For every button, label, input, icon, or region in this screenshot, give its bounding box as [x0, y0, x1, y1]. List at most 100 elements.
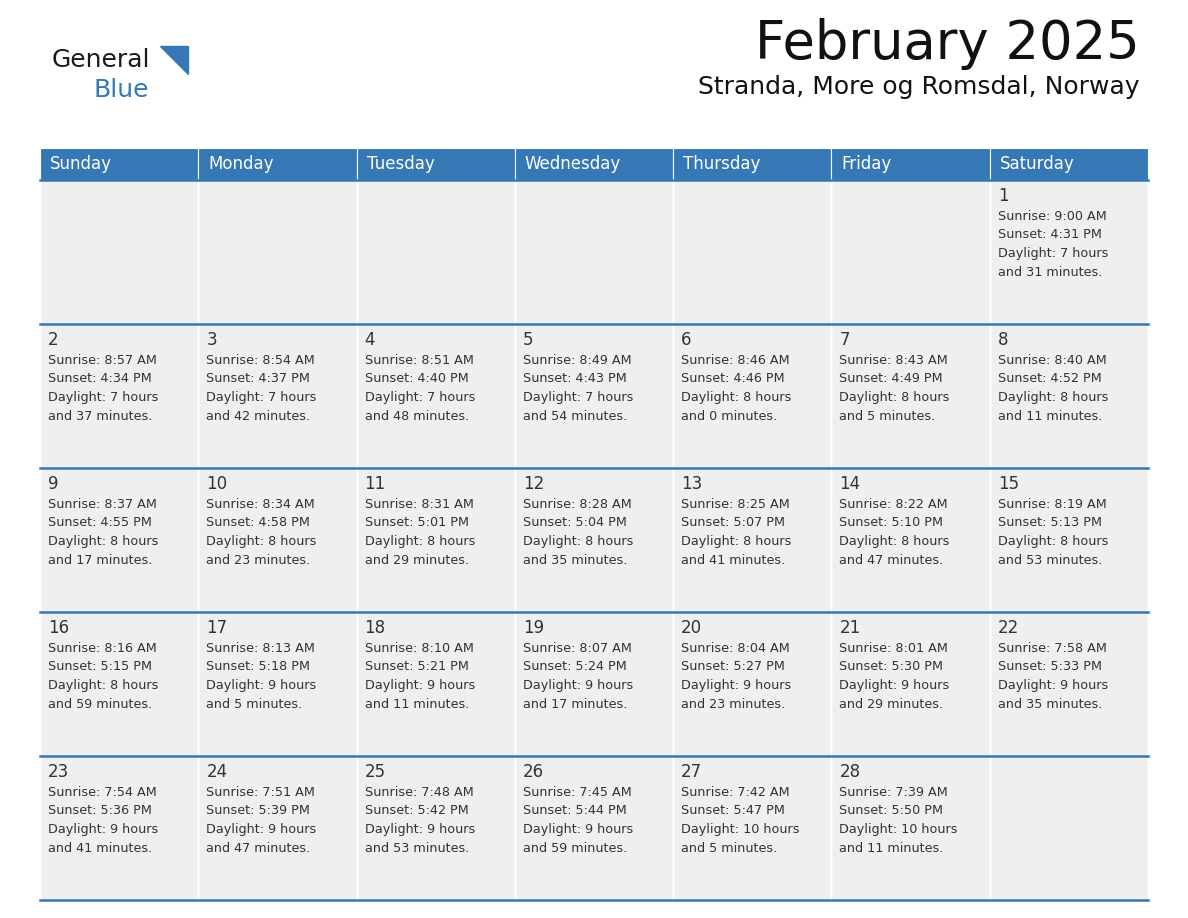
Bar — [514, 612, 674, 756]
Text: Sunrise: 8:28 AM
Sunset: 5:04 PM
Daylight: 8 hours
and 35 minutes.: Sunrise: 8:28 AM Sunset: 5:04 PM Dayligh… — [523, 498, 633, 566]
Text: Sunrise: 7:51 AM
Sunset: 5:39 PM
Daylight: 9 hours
and 47 minutes.: Sunrise: 7:51 AM Sunset: 5:39 PM Dayligh… — [207, 786, 316, 855]
Text: Saturday: Saturday — [1000, 155, 1074, 173]
Bar — [832, 468, 990, 612]
Text: Sunrise: 7:58 AM
Sunset: 5:33 PM
Daylight: 9 hours
and 35 minutes.: Sunrise: 7:58 AM Sunset: 5:33 PM Dayligh… — [998, 642, 1108, 711]
Text: Sunrise: 8:04 AM
Sunset: 5:27 PM
Daylight: 9 hours
and 23 minutes.: Sunrise: 8:04 AM Sunset: 5:27 PM Dayligh… — [681, 642, 791, 711]
Text: 26: 26 — [523, 763, 544, 781]
Bar — [832, 180, 990, 324]
Text: 17: 17 — [207, 619, 227, 637]
Bar — [832, 148, 990, 180]
Text: Sunrise: 7:48 AM
Sunset: 5:42 PM
Daylight: 9 hours
and 53 minutes.: Sunrise: 7:48 AM Sunset: 5:42 PM Dayligh… — [365, 786, 475, 855]
Bar — [674, 612, 832, 756]
Bar — [832, 324, 990, 468]
Text: Sunrise: 8:57 AM
Sunset: 4:34 PM
Daylight: 7 hours
and 37 minutes.: Sunrise: 8:57 AM Sunset: 4:34 PM Dayligh… — [48, 354, 158, 422]
Text: 4: 4 — [365, 331, 375, 349]
Bar — [990, 756, 1148, 900]
Text: General: General — [52, 48, 151, 72]
Text: Sunrise: 8:51 AM
Sunset: 4:40 PM
Daylight: 7 hours
and 48 minutes.: Sunrise: 8:51 AM Sunset: 4:40 PM Dayligh… — [365, 354, 475, 422]
Bar — [674, 324, 832, 468]
Text: Sunrise: 8:10 AM
Sunset: 5:21 PM
Daylight: 9 hours
and 11 minutes.: Sunrise: 8:10 AM Sunset: 5:21 PM Dayligh… — [365, 642, 475, 711]
Text: 5: 5 — [523, 331, 533, 349]
Text: 25: 25 — [365, 763, 386, 781]
Text: 23: 23 — [48, 763, 69, 781]
Bar — [674, 756, 832, 900]
Text: 18: 18 — [365, 619, 386, 637]
Text: Sunrise: 8:40 AM
Sunset: 4:52 PM
Daylight: 8 hours
and 11 minutes.: Sunrise: 8:40 AM Sunset: 4:52 PM Dayligh… — [998, 354, 1108, 422]
Text: Sunrise: 8:19 AM
Sunset: 5:13 PM
Daylight: 8 hours
and 53 minutes.: Sunrise: 8:19 AM Sunset: 5:13 PM Dayligh… — [998, 498, 1108, 566]
Bar — [990, 180, 1148, 324]
Text: Blue: Blue — [94, 78, 150, 102]
Bar — [356, 148, 514, 180]
Text: Monday: Monday — [208, 155, 273, 173]
Bar — [40, 612, 198, 756]
Text: Thursday: Thursday — [683, 155, 760, 173]
Text: 27: 27 — [681, 763, 702, 781]
Text: Sunrise: 8:01 AM
Sunset: 5:30 PM
Daylight: 9 hours
and 29 minutes.: Sunrise: 8:01 AM Sunset: 5:30 PM Dayligh… — [840, 642, 949, 711]
Text: 14: 14 — [840, 475, 860, 493]
Bar — [198, 180, 356, 324]
Text: Sunrise: 7:54 AM
Sunset: 5:36 PM
Daylight: 9 hours
and 41 minutes.: Sunrise: 7:54 AM Sunset: 5:36 PM Dayligh… — [48, 786, 158, 855]
Text: Tuesday: Tuesday — [367, 155, 435, 173]
Text: February 2025: February 2025 — [756, 18, 1140, 70]
Text: 10: 10 — [207, 475, 227, 493]
Bar — [198, 612, 356, 756]
Bar — [356, 468, 514, 612]
Text: 1: 1 — [998, 187, 1009, 205]
Text: 20: 20 — [681, 619, 702, 637]
Text: 13: 13 — [681, 475, 702, 493]
Bar — [40, 324, 198, 468]
Bar — [674, 468, 832, 612]
Bar — [674, 180, 832, 324]
Bar — [40, 756, 198, 900]
Bar — [40, 148, 198, 180]
Text: 11: 11 — [365, 475, 386, 493]
Bar — [990, 148, 1148, 180]
Text: 16: 16 — [48, 619, 69, 637]
Text: Sunday: Sunday — [50, 155, 112, 173]
Text: Sunrise: 7:45 AM
Sunset: 5:44 PM
Daylight: 9 hours
and 59 minutes.: Sunrise: 7:45 AM Sunset: 5:44 PM Dayligh… — [523, 786, 633, 855]
Bar — [514, 148, 674, 180]
Text: Stranda, More og Romsdal, Norway: Stranda, More og Romsdal, Norway — [699, 75, 1140, 99]
Text: 3: 3 — [207, 331, 217, 349]
Text: Sunrise: 8:22 AM
Sunset: 5:10 PM
Daylight: 8 hours
and 47 minutes.: Sunrise: 8:22 AM Sunset: 5:10 PM Dayligh… — [840, 498, 949, 566]
Text: 24: 24 — [207, 763, 227, 781]
Text: 22: 22 — [998, 619, 1019, 637]
Bar — [990, 324, 1148, 468]
Text: Sunrise: 8:49 AM
Sunset: 4:43 PM
Daylight: 7 hours
and 54 minutes.: Sunrise: 8:49 AM Sunset: 4:43 PM Dayligh… — [523, 354, 633, 422]
Bar — [832, 756, 990, 900]
Bar — [198, 468, 356, 612]
Text: Sunrise: 8:25 AM
Sunset: 5:07 PM
Daylight: 8 hours
and 41 minutes.: Sunrise: 8:25 AM Sunset: 5:07 PM Dayligh… — [681, 498, 791, 566]
Bar — [198, 148, 356, 180]
Text: 12: 12 — [523, 475, 544, 493]
Bar — [832, 612, 990, 756]
Text: Sunrise: 8:07 AM
Sunset: 5:24 PM
Daylight: 9 hours
and 17 minutes.: Sunrise: 8:07 AM Sunset: 5:24 PM Dayligh… — [523, 642, 633, 711]
Bar — [356, 324, 514, 468]
Bar — [990, 612, 1148, 756]
Text: Sunrise: 8:54 AM
Sunset: 4:37 PM
Daylight: 7 hours
and 42 minutes.: Sunrise: 8:54 AM Sunset: 4:37 PM Dayligh… — [207, 354, 317, 422]
Bar — [990, 468, 1148, 612]
Bar — [356, 612, 514, 756]
Text: 21: 21 — [840, 619, 860, 637]
Polygon shape — [160, 46, 188, 74]
Bar — [198, 756, 356, 900]
Text: Sunrise: 9:00 AM
Sunset: 4:31 PM
Daylight: 7 hours
and 31 minutes.: Sunrise: 9:00 AM Sunset: 4:31 PM Dayligh… — [998, 210, 1108, 278]
Text: 28: 28 — [840, 763, 860, 781]
Text: 8: 8 — [998, 331, 1009, 349]
Text: 7: 7 — [840, 331, 849, 349]
Text: Sunrise: 8:46 AM
Sunset: 4:46 PM
Daylight: 8 hours
and 0 minutes.: Sunrise: 8:46 AM Sunset: 4:46 PM Dayligh… — [681, 354, 791, 422]
Bar — [198, 324, 356, 468]
Text: 2: 2 — [48, 331, 58, 349]
Bar — [674, 148, 832, 180]
Bar — [356, 756, 514, 900]
Text: Sunrise: 8:43 AM
Sunset: 4:49 PM
Daylight: 8 hours
and 5 minutes.: Sunrise: 8:43 AM Sunset: 4:49 PM Dayligh… — [840, 354, 949, 422]
Text: Wednesday: Wednesday — [525, 155, 621, 173]
Bar — [514, 468, 674, 612]
Text: 9: 9 — [48, 475, 58, 493]
Bar — [40, 180, 198, 324]
Text: 15: 15 — [998, 475, 1019, 493]
Bar — [514, 180, 674, 324]
Text: Sunrise: 8:13 AM
Sunset: 5:18 PM
Daylight: 9 hours
and 5 minutes.: Sunrise: 8:13 AM Sunset: 5:18 PM Dayligh… — [207, 642, 316, 711]
Text: Sunrise: 8:34 AM
Sunset: 4:58 PM
Daylight: 8 hours
and 23 minutes.: Sunrise: 8:34 AM Sunset: 4:58 PM Dayligh… — [207, 498, 317, 566]
Text: 6: 6 — [681, 331, 691, 349]
Bar — [40, 468, 198, 612]
